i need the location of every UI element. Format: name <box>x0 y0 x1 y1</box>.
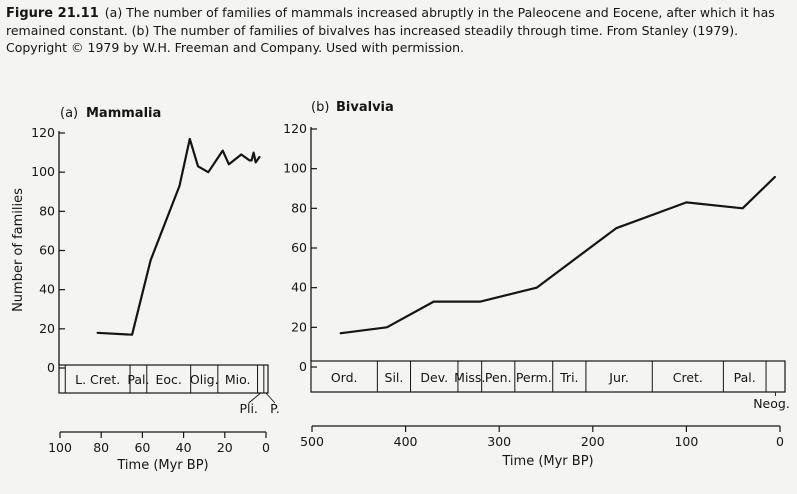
x-tick-label: 0 <box>262 440 270 455</box>
data-point <box>207 171 209 173</box>
period-label: Miss. <box>454 370 485 385</box>
period-label: Ord. <box>331 370 358 385</box>
y-tick-label: 20 <box>39 321 55 336</box>
figure-caption: Figure 21.11 (a) The number of families o… <box>6 4 786 56</box>
series-line-mammalia <box>97 137 261 336</box>
data-point <box>189 138 191 140</box>
period-leader <box>265 392 276 404</box>
x-axis-label: Time (Myr BP) <box>116 458 208 473</box>
period-label: Jur. <box>608 370 629 385</box>
figure-label: Figure 21.11 <box>6 6 99 21</box>
period-label: Pal. <box>734 370 756 385</box>
y-tick-label: 60 <box>39 243 55 258</box>
chart-title: Bivalvia <box>336 100 394 115</box>
y-tick-label: 60 <box>291 240 307 255</box>
period-label: Eoc. <box>156 372 182 387</box>
y-tick-label: 40 <box>291 280 307 295</box>
data-point <box>131 334 133 336</box>
x-tick-label: 200 <box>581 434 605 449</box>
period-label-small: Pli. <box>239 401 257 416</box>
period-label-small: P. <box>270 401 280 416</box>
data-point <box>250 159 253 162</box>
series-line-bivalvia <box>339 175 777 335</box>
y-tick-label: 80 <box>39 203 55 218</box>
chart-bivalvia: (b) Bivalvia 0 20 40 60 80 100 120 Ord. Sil. Dev. Mi… <box>283 100 790 469</box>
y-tick-label: 100 <box>283 161 307 176</box>
period-label: Cret. <box>673 370 703 385</box>
data-point <box>248 159 251 162</box>
data-point <box>222 150 224 152</box>
data-point <box>685 201 688 203</box>
data-point <box>255 161 257 163</box>
data-point <box>433 300 435 303</box>
panel-label: (b) <box>311 100 329 115</box>
chart-mammalia: (a) Mammalia 0 20 40 60 80 100 120 Number of fami… <box>11 106 280 473</box>
period-label: Sil. <box>385 370 404 385</box>
x-tick-label: 100 <box>48 440 72 455</box>
y-tick-label: 120 <box>283 121 307 136</box>
y-tick-label: 40 <box>39 282 55 297</box>
x-tick-label: 100 <box>674 434 698 449</box>
period-leader <box>248 392 261 404</box>
x-tick-label: 500 <box>300 434 324 449</box>
data-point <box>240 153 242 156</box>
period-band <box>310 360 786 393</box>
period-label-small: Neog. <box>753 396 790 411</box>
x-tick-label: 400 <box>394 434 418 449</box>
data-point <box>197 165 199 167</box>
caption-text: (a) The number of families of mammals in… <box>6 5 775 55</box>
data-point <box>259 155 261 158</box>
data-point <box>339 332 341 334</box>
period-label: Mio. <box>225 372 251 387</box>
period-label: L. Cret. <box>75 372 120 387</box>
chart-title: Mammalia <box>86 106 161 121</box>
data-point <box>741 207 744 209</box>
period-label: Pal. <box>127 372 149 387</box>
data-point <box>774 176 776 178</box>
y-tick-label: 0 <box>47 360 55 375</box>
y-tick-label: 0 <box>299 359 307 374</box>
x-tick-label: 300 <box>487 434 511 449</box>
y-axis-label: Number of families <box>11 188 26 312</box>
data-point <box>150 259 152 261</box>
x-tick-label: 20 <box>217 440 233 455</box>
data-point <box>479 300 482 303</box>
data-point <box>253 151 255 154</box>
panel-label: (a) <box>60 106 78 121</box>
period-label: Dev. <box>420 370 448 385</box>
x-axis-label: Time (Myr BP) <box>501 454 593 469</box>
data-point <box>228 163 230 165</box>
period-label: Tri. <box>559 370 578 385</box>
x-tick-label: 40 <box>176 440 192 455</box>
period-label: Olig. <box>190 372 219 387</box>
y-tick-label: 80 <box>291 200 307 215</box>
data-point <box>96 332 98 334</box>
y-tick-label: 20 <box>291 319 307 334</box>
period-label: Pen. <box>485 370 512 385</box>
y-tick-label: 120 <box>31 125 55 140</box>
x-tick-label: 0 <box>776 434 784 449</box>
period-band <box>58 364 269 394</box>
x-tick-label: 60 <box>134 440 150 455</box>
period-label: Perm. <box>516 370 552 385</box>
data-point <box>615 227 617 229</box>
data-point <box>386 326 388 328</box>
y-tick-label: 100 <box>31 164 55 179</box>
data-point <box>178 185 181 187</box>
data-point <box>536 287 538 289</box>
x-tick-label: 80 <box>93 440 109 455</box>
